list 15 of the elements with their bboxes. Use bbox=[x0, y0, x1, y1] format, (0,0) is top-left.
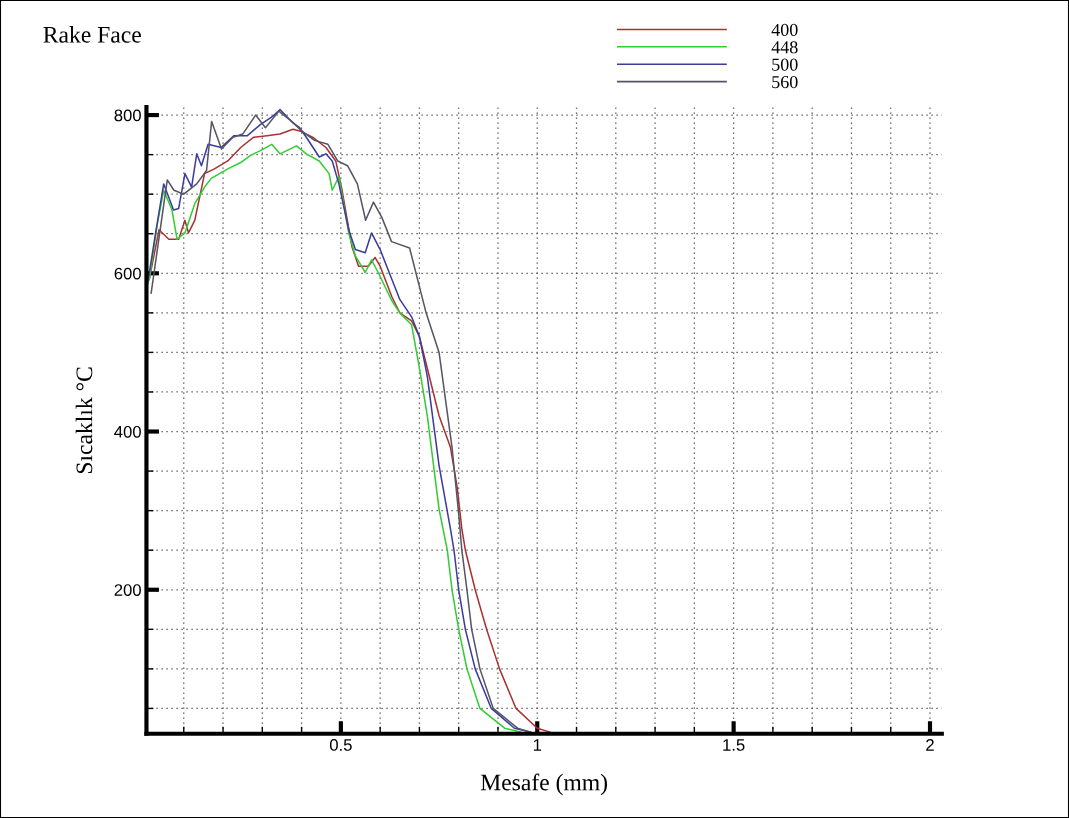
y-tick-label: 200 bbox=[114, 584, 141, 596]
y-axis-title: Sıcaklık °C bbox=[75, 367, 93, 474]
text: 400 bbox=[771, 23, 798, 36]
y-tick-label: 800 bbox=[114, 109, 141, 122]
text: 560 bbox=[772, 75, 798, 89]
y-tick-label: 600 bbox=[114, 267, 141, 280]
x-tick-label: 0.5 bbox=[329, 739, 352, 751]
x-tick-label: 1.5 bbox=[723, 739, 745, 751]
chart-title: Rake Face bbox=[43, 26, 141, 43]
text: 500 bbox=[772, 58, 798, 71]
y-tick-label: 400 bbox=[114, 425, 141, 438]
x-tick-label: 2 bbox=[926, 739, 934, 751]
text: 448 bbox=[771, 41, 798, 54]
x-tick-label: 1 bbox=[533, 739, 542, 751]
x-axis-title: Mesafe (mm) bbox=[480, 773, 607, 796]
